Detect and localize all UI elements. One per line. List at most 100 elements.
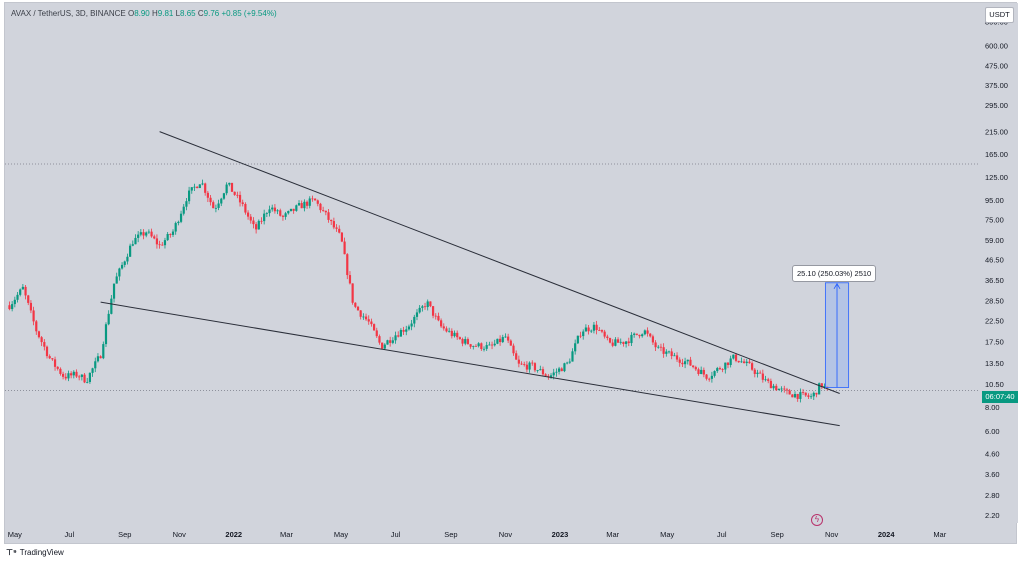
candle-body [86, 381, 89, 383]
candle [649, 332, 652, 338]
candle-body [241, 202, 244, 204]
candle-body [587, 327, 590, 332]
candle [21, 284, 24, 290]
candle-body [83, 374, 86, 383]
candle-body [675, 355, 679, 360]
candle [244, 202, 247, 215]
candle-body [214, 207, 218, 209]
candle [804, 392, 807, 397]
candle [646, 327, 649, 337]
candle-body [445, 328, 448, 332]
candle-body [692, 365, 695, 368]
candle [474, 344, 478, 347]
candle [346, 253, 349, 280]
candle [450, 328, 453, 339]
candle-body [761, 373, 764, 380]
candle-body [314, 198, 317, 201]
candle [809, 393, 813, 399]
symbol-name[interactable]: AVAX / TetherUS, 3D, BINANCE [11, 9, 126, 18]
arrow-head-icon [833, 282, 841, 290]
candle [477, 342, 480, 348]
candle-body [726, 362, 730, 365]
price-axis[interactable]: 800.00600.00475.00375.00295.00215.00165.… [980, 3, 1018, 523]
candle-body [126, 256, 129, 262]
time-axis[interactable]: May Jul Sep Nov 2022 Mar May Jul Sep Nov 2023 Mar Ma… [5, 523, 980, 545]
candle-body [533, 363, 537, 371]
candle [126, 253, 129, 265]
candle [284, 211, 287, 220]
y-tick-label: 46.50 [985, 256, 1004, 265]
candle [166, 232, 169, 241]
candle-body [187, 190, 191, 202]
symbol-legend: AVAX / TetherUS, 3D, BINANCE O8.90 H9.81… [11, 9, 277, 18]
candle-body [80, 374, 83, 377]
candle-body [579, 335, 582, 337]
candle-body [694, 367, 697, 370]
candle [145, 231, 148, 238]
candle-body [662, 347, 665, 354]
candle-body [507, 336, 510, 341]
x-tick-label: Jul [65, 530, 75, 539]
candle [525, 361, 529, 373]
candle-body [659, 346, 663, 348]
candle-body [410, 323, 413, 327]
candle [386, 339, 389, 345]
candle [659, 343, 663, 352]
candle [571, 348, 574, 362]
candle [399, 328, 402, 337]
candle-body [48, 356, 51, 359]
candle-body [19, 289, 22, 295]
candle [611, 339, 614, 348]
candle [123, 260, 126, 268]
candle-body [319, 203, 322, 211]
candle [182, 203, 185, 216]
candle-body [340, 232, 344, 242]
candle [51, 358, 54, 361]
candle [662, 343, 665, 358]
candle [523, 361, 526, 367]
candle-body [364, 316, 368, 320]
candle [139, 229, 142, 237]
candle-body [643, 330, 646, 335]
candle-body [35, 321, 38, 332]
candle-body [64, 376, 67, 379]
candle [405, 325, 408, 336]
candle [354, 302, 357, 309]
price-range-label[interactable]: 25.10 (250.03%) 2510 [792, 265, 877, 282]
candle [402, 326, 405, 335]
candle [619, 338, 622, 345]
currency-selector[interactable]: USDT [985, 7, 1014, 23]
candle [171, 229, 175, 238]
candle-body [96, 356, 100, 362]
candle [190, 187, 193, 194]
candle-body [740, 361, 743, 363]
candle-body [769, 380, 772, 389]
tradingview-brand: TradingView [19, 548, 64, 557]
candle-body [520, 363, 523, 365]
y-tick-label: 475.00 [985, 61, 1008, 70]
candle [466, 337, 470, 345]
chart-plot-area[interactable] [5, 3, 980, 523]
candle [469, 343, 472, 349]
candle-body [297, 203, 301, 206]
candle [257, 219, 260, 230]
tradingview-watermark[interactable]: ⊤⁹ TradingView [6, 548, 64, 557]
candle-body [541, 369, 545, 375]
candle-body [104, 324, 108, 345]
candle [268, 205, 271, 217]
candle-body [131, 244, 134, 246]
candle-body [182, 206, 185, 214]
candle-body [177, 221, 180, 224]
candle [520, 361, 523, 365]
candle [238, 191, 242, 207]
candle-body [150, 231, 153, 237]
lightning-bolt-icon[interactable]: ϟ [811, 514, 823, 526]
candle [389, 336, 392, 347]
candle-body [263, 213, 266, 222]
candle-body [238, 194, 242, 203]
candle-body [734, 354, 738, 361]
candle-body [249, 216, 252, 221]
candle-body [330, 219, 333, 222]
candle [19, 288, 22, 297]
candle-body [767, 379, 770, 381]
